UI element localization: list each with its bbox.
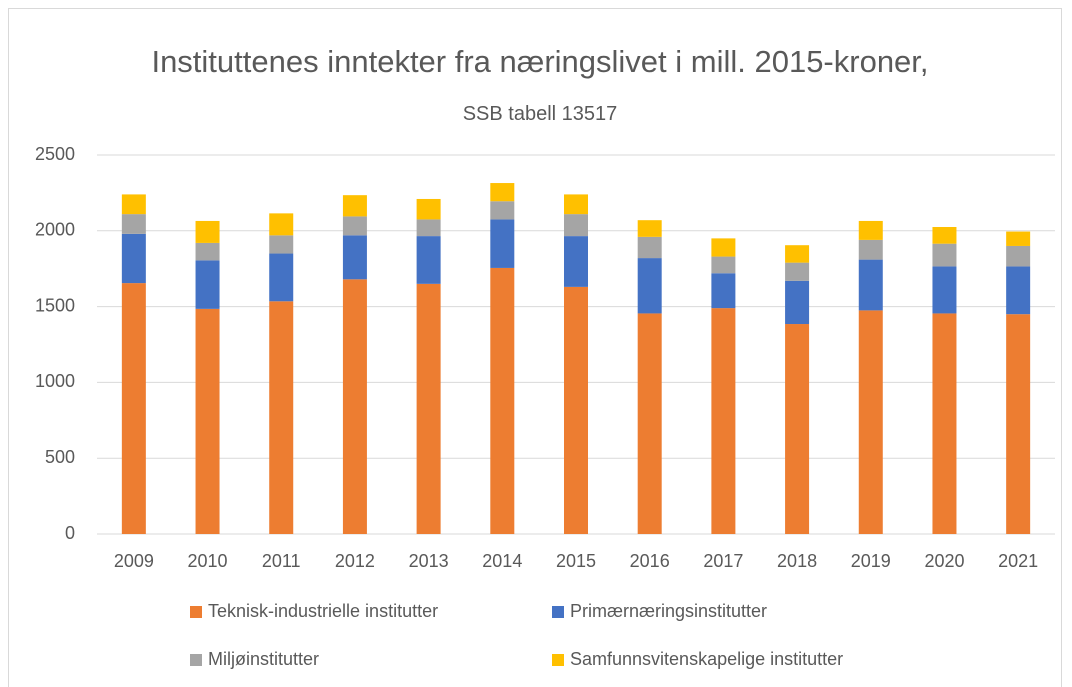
bar-segment (564, 286, 588, 534)
x-tick-label: 2012 (335, 551, 375, 571)
x-tick-label: 2009 (114, 551, 154, 571)
bar-segment (711, 308, 736, 534)
bar-segment (932, 243, 957, 267)
y-tick-label: 1000 (35, 371, 75, 391)
bar-segment (858, 310, 883, 534)
bar-segment (416, 236, 441, 284)
bar-segment (785, 324, 810, 534)
bar-segment (858, 239, 883, 260)
bar-segment (564, 236, 588, 287)
bar-segment (1006, 314, 1031, 534)
bar-segment (121, 233, 146, 284)
y-tick-label: 1500 (35, 295, 75, 315)
bar-segment (490, 183, 515, 202)
x-tick-label: 2013 (409, 551, 449, 571)
x-tick-label: 2010 (188, 551, 228, 571)
bar-segment (269, 213, 294, 236)
bar-segment (490, 201, 515, 220)
bar-segment (195, 220, 220, 243)
bar-segment (416, 219, 441, 237)
legend-swatch (552, 654, 564, 666)
x-tick-label: 2018 (777, 551, 817, 571)
bar-segment (342, 216, 367, 236)
bar-segment (711, 273, 736, 309)
y-tick-label: 2000 (35, 220, 75, 240)
bar-segment (637, 220, 662, 237)
legend-label: Primærnæringsinstitutter (570, 601, 767, 621)
bar-segment (490, 219, 515, 268)
bar-segment (195, 260, 220, 309)
x-tick-label: 2015 (556, 551, 596, 571)
x-tick-label: 2021 (998, 551, 1038, 571)
bar-segment (195, 308, 220, 534)
bar-segment (932, 227, 957, 244)
bar-segment (637, 313, 662, 534)
x-tick-label: 2020 (924, 551, 964, 571)
bar-segment (785, 262, 810, 281)
bar-segment (637, 258, 662, 314)
bar-segment (342, 279, 367, 534)
legend-swatch (190, 606, 202, 618)
legend-label: Samfunnsvitenskapelige institutter (570, 649, 843, 669)
bar-segment (932, 313, 957, 534)
bar-segment (416, 198, 441, 220)
bar-segment (1006, 245, 1031, 267)
bar-segment (269, 253, 294, 302)
legend-swatch (552, 606, 564, 618)
chart-title: Instituttenes inntekter fra næringslivet… (151, 44, 929, 79)
legend-label: Miljøinstitutter (208, 649, 319, 669)
bar-segment (711, 256, 736, 274)
x-tick-label: 2016 (630, 551, 670, 571)
bar-segment (564, 194, 588, 215)
x-tick-label: 2019 (851, 551, 891, 571)
y-tick-label: 500 (45, 447, 75, 467)
bar-segment (858, 220, 883, 240)
x-tick-label: 2011 (262, 551, 301, 571)
bar-segment (121, 283, 146, 534)
chart-frame (8, 8, 1062, 687)
bar-segment (564, 214, 588, 237)
y-tick-label: 0 (65, 523, 75, 543)
y-tick-label: 2500 (35, 144, 75, 164)
bar-segment (416, 283, 441, 534)
legend-swatch (190, 654, 202, 666)
x-tick-label: 2017 (703, 551, 743, 571)
bar-segment (785, 245, 810, 263)
bar-segment (711, 238, 736, 257)
bar-segment (269, 301, 294, 534)
bar-segment (785, 280, 810, 325)
bar-segment (1006, 231, 1031, 246)
bar-segment (1006, 266, 1031, 315)
bar-segment (342, 195, 367, 217)
bar-segment (490, 267, 515, 534)
bar-segment (195, 242, 220, 261)
bar-segment (637, 236, 662, 259)
legend-label: Teknisk-industrielle institutter (208, 601, 438, 621)
chart-subtitle: SSB tabell 13517 (462, 103, 618, 125)
x-tick-label: 2014 (482, 551, 522, 571)
bar-segment (269, 235, 294, 254)
bar-segment (858, 259, 883, 311)
bar-segment (932, 266, 957, 314)
bar-segment (342, 235, 367, 280)
bar-segment (121, 194, 146, 215)
bar-segment (121, 214, 146, 234)
chart-title-block: Instituttenes inntekter fra næringslivet… (140, 38, 940, 138)
